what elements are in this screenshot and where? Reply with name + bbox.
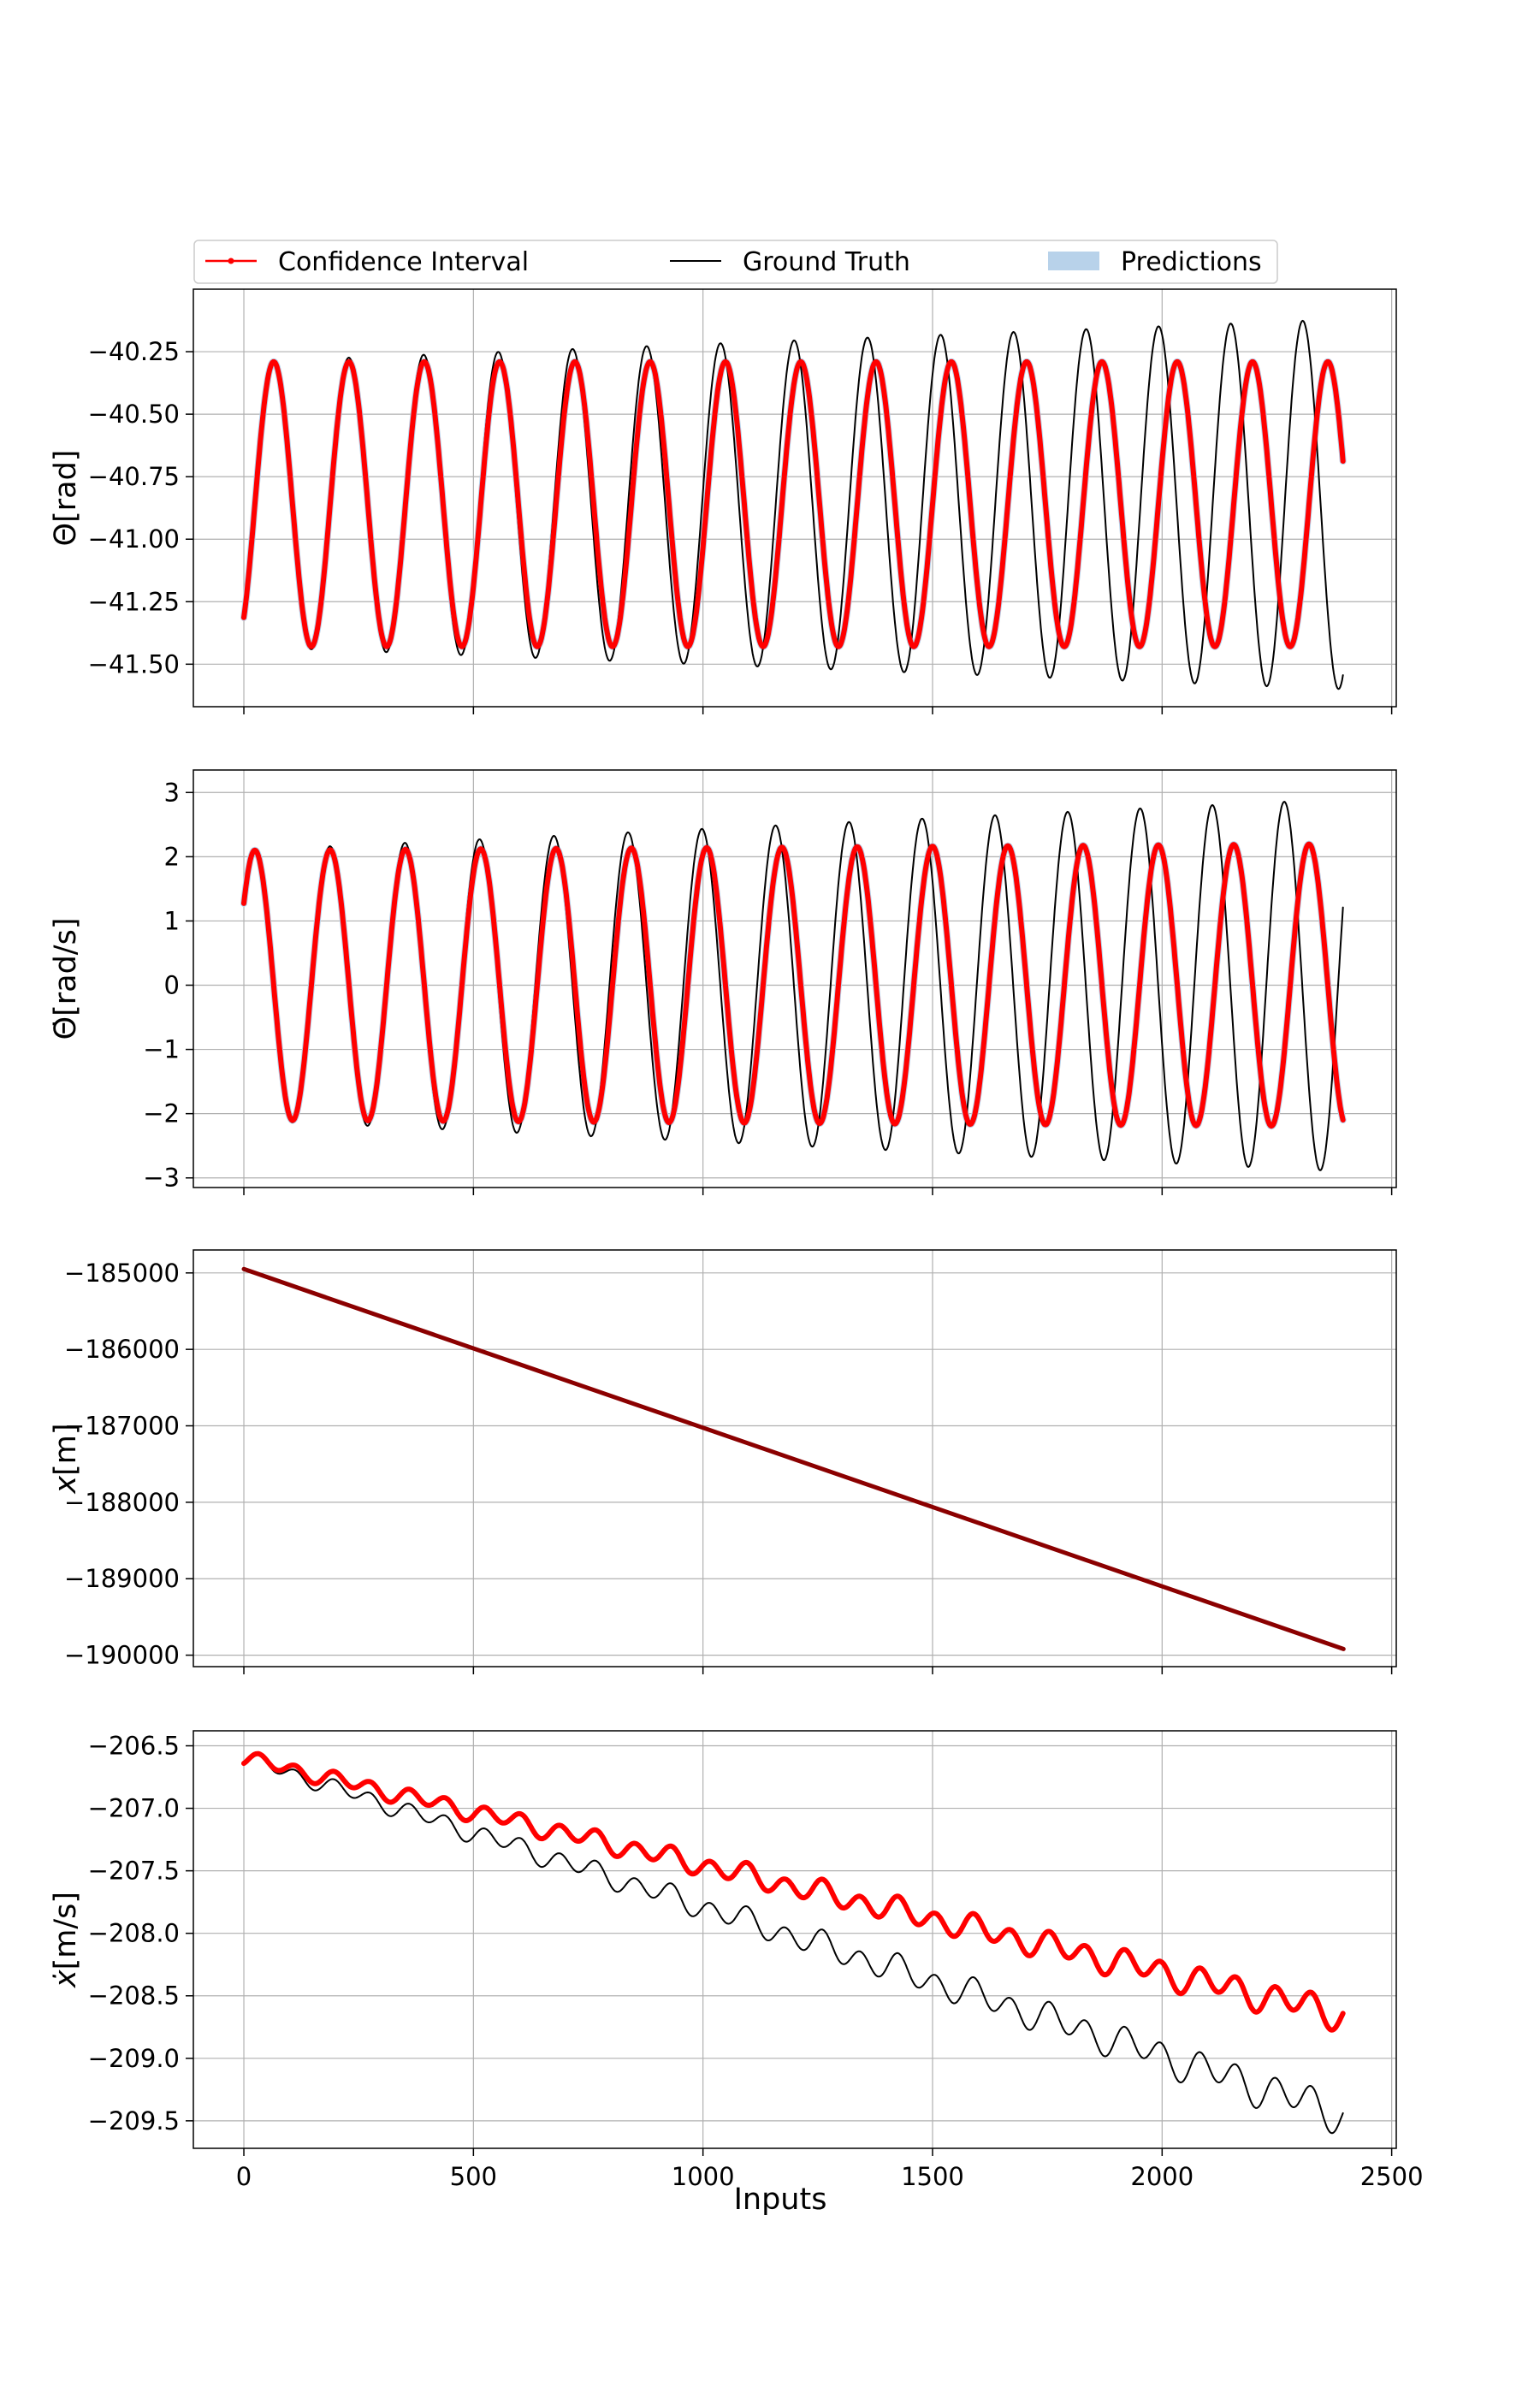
y-tick-label: −207.0 (88, 1794, 180, 1823)
panel-theta: −40.25 −40.50 −40.75 −41.00 −41.25 −41.50 Θ[ra… (49, 289, 1396, 714)
y-tick-label: −40.50 (88, 400, 180, 429)
x-tick-label: 2500 (1360, 2162, 1424, 2191)
y-tick-label: −1 (143, 1035, 180, 1064)
panel-theta-dot: 3 2 1 0 −1 −2 −3 Θ̇[rad/s] (49, 770, 1396, 1195)
y-axis-label-unit: [rad] (49, 450, 83, 523)
y-tick-label: −40.75 (88, 462, 180, 491)
series-confidence-interval (244, 1754, 1343, 2030)
y-tick-label: −186000 (64, 1335, 180, 1364)
legend-marker-confidence-interval (228, 258, 234, 264)
series-group (244, 1754, 1343, 2134)
y-axis-label-symbol: Θ̇ (49, 1016, 83, 1040)
panel-x: −185000−186000−187000−188000−189000−1900… (49, 1250, 1396, 1674)
y-tick-label: −40.25 (88, 337, 180, 366)
y-tick-label: −3 (143, 1164, 180, 1193)
y-axis-label: ẋ[m/s] (49, 1892, 83, 1988)
y-tick-label: −185000 (64, 1259, 180, 1288)
series-group (244, 1269, 1343, 1649)
y-tick-label: 1 (164, 906, 180, 935)
legend-label-confidence-interval: Confidence Interval (278, 247, 529, 277)
x-tick-label: 1000 (672, 2162, 735, 2191)
y-axis-label-symbol: Θ (49, 523, 83, 547)
y-axis-label: Θ[rad] (49, 450, 83, 547)
legend: Confidence Interval Ground Truth Predictio… (194, 240, 1277, 283)
y-tick-label: −206.5 (88, 1732, 180, 1761)
y-axis-label-symbol: x (49, 1476, 83, 1495)
legend-label-ground-truth: Ground Truth (743, 247, 910, 277)
legend-swatch-predictions (1048, 252, 1099, 270)
x-tick-label: 500 (450, 2162, 497, 2191)
y-tick-label: −208.0 (88, 1919, 180, 1948)
series-group (244, 321, 1343, 689)
y-tick-label: −41.50 (88, 649, 180, 678)
y-tick-label: −41.00 (88, 524, 180, 554)
y-axis-label-unit: [rad/s] (49, 918, 83, 1016)
y-tick-label: −41.25 (88, 587, 180, 616)
y-tick-label: 3 (164, 778, 180, 807)
x-tick-label: 1500 (901, 2162, 964, 2191)
x-tick-label: 2000 (1130, 2162, 1194, 2191)
x-axis-label: Inputs (734, 2183, 827, 2217)
legend-label-predictions: Predictions (1121, 247, 1262, 277)
y-axis-label: Θ̇[rad/s] (49, 918, 83, 1040)
y-axis-label-symbol: ẋ (49, 1970, 83, 1988)
y-tick-label: −208.5 (88, 1981, 180, 2011)
y-tick-label: 0 (164, 971, 180, 1000)
x-tick-label: 0 (236, 2162, 252, 2191)
y-tick-label: −207.5 (88, 1857, 180, 1886)
y-axis-label-unit: [m/s] (49, 1892, 83, 1970)
y-tick-label: −189000 (64, 1564, 180, 1593)
panel-x-dot: −206.5 −207.0 −207.5 −208.0 −208.5 −209.0 −209… (49, 1731, 1424, 2191)
y-tick-label: 2 (164, 842, 180, 871)
y-axis-label: x[m] (49, 1423, 83, 1494)
y-tick-label: −190000 (64, 1641, 180, 1670)
y-tick-label: −209.5 (88, 2106, 180, 2135)
y-tick-label: −209.0 (88, 2044, 180, 2073)
y-axis-label-unit: [m] (49, 1423, 83, 1475)
series-confidence-interval (244, 1269, 1343, 1649)
y-tick-label: −2 (143, 1099, 180, 1128)
series-ground-truth (244, 1755, 1343, 2133)
